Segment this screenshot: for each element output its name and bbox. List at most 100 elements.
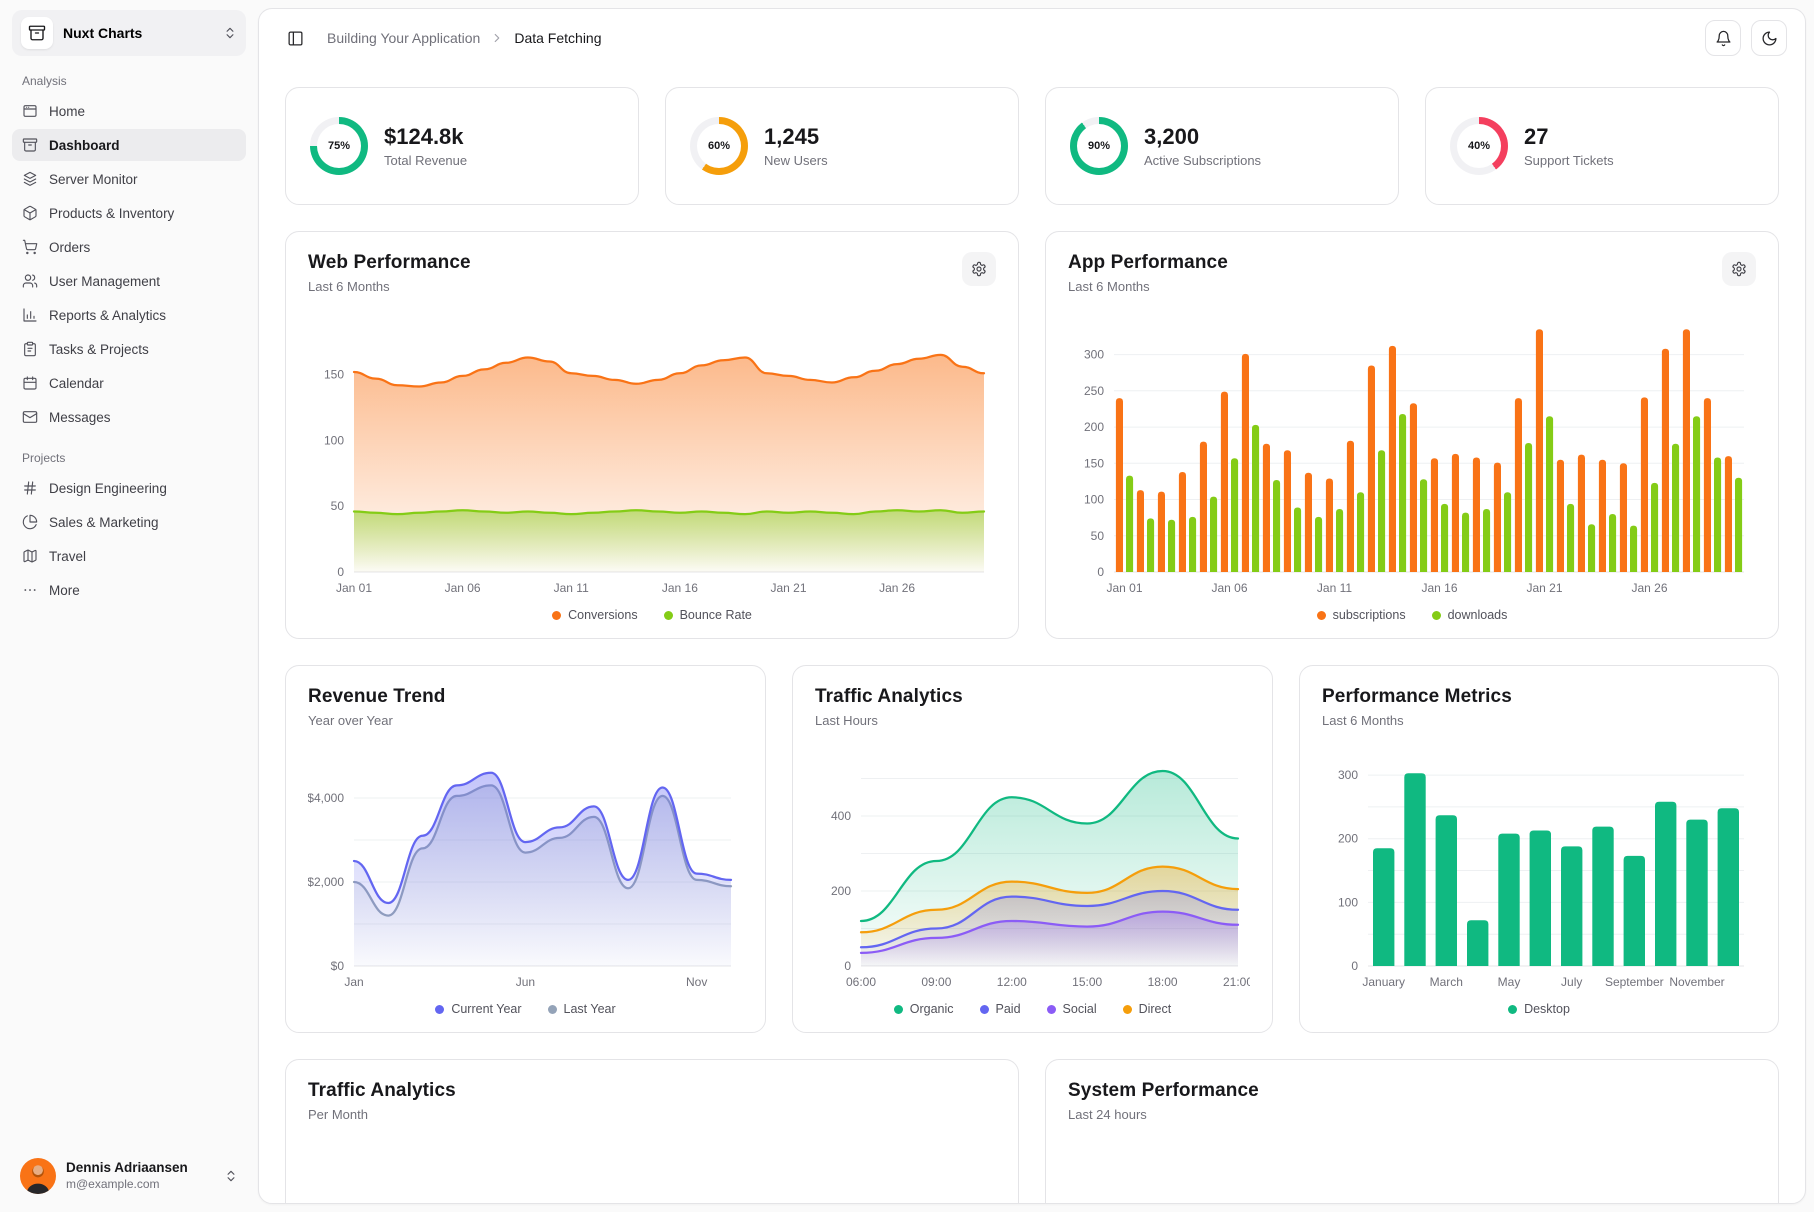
stat-label: New Users [764, 153, 828, 168]
legend-item: Conversions [552, 608, 637, 622]
svg-text:0: 0 [337, 565, 344, 579]
content-panel: Building Your Application Data Fetching [258, 8, 1806, 1204]
svg-text:0: 0 [844, 959, 851, 973]
traffic-analytics-chart: 020040006:0009:0012:0015:0018:0021:00 [815, 742, 1250, 992]
sidebar-item-home[interactable]: Home [12, 95, 246, 127]
svg-text:July: July [1561, 975, 1582, 989]
sidebar-item-user-management[interactable]: User Management [12, 265, 246, 297]
legend-item: Social [1047, 1002, 1097, 1016]
user-name: Dennis Adriaansen [66, 1160, 214, 1177]
card-subtitle: Last 6 Months [1322, 713, 1512, 728]
traffic-analytics-card: Traffic Analytics Last Hours 020040006:0… [792, 665, 1273, 1033]
revenue-trend-card: Revenue Trend Year over Year $0$2,000$4,… [285, 665, 766, 1033]
users-icon [22, 273, 38, 289]
svg-text:300: 300 [1084, 348, 1104, 362]
card-subtitle: Last 6 Months [308, 279, 471, 294]
progress-donut: 60% [690, 117, 748, 175]
app-performance-chart: 050100150200250300Jan 01Jan 06Jan 11Jan … [1068, 308, 1756, 598]
legend-item: Bounce Rate [664, 608, 752, 622]
svg-text:March: March [1430, 975, 1463, 989]
web-performance-chart: 050100150Jan 01Jan 06Jan 11Jan 16Jan 21J… [308, 308, 996, 598]
gear-icon [971, 261, 987, 277]
sidebar-item-travel[interactable]: Travel [12, 540, 246, 572]
user-menu[interactable]: Dennis Adriaansen m@example.com [12, 1152, 246, 1200]
svg-text:12:00: 12:00 [997, 975, 1027, 989]
sidebar-item-reports-analytics[interactable]: Reports & Analytics [12, 299, 246, 331]
svg-text:Jan 01: Jan 01 [336, 581, 372, 595]
chart-settings-button[interactable] [1722, 252, 1756, 286]
ellipsis-icon [22, 582, 38, 598]
progress-donut: 75% [310, 117, 368, 175]
chart-legend: Desktop [1322, 1002, 1756, 1016]
moon-icon [1761, 30, 1778, 47]
stat-card-total-revenue: 75% $124.8k Total Revenue [285, 87, 639, 205]
svg-text:09:00: 09:00 [921, 975, 951, 989]
sidebar-item-label: Dashboard [49, 138, 120, 153]
sidebar-item-messages[interactable]: Messages [12, 401, 246, 433]
legend-item: Desktop [1508, 1002, 1570, 1016]
svg-text:Jan 06: Jan 06 [445, 581, 481, 595]
svg-text:200: 200 [1338, 832, 1358, 846]
svg-text:Jan: Jan [344, 975, 363, 989]
avatar [20, 1158, 56, 1194]
card-title: Web Performance [308, 252, 471, 274]
sidebar-item-more[interactable]: More [12, 574, 246, 606]
stat-card-support-tickets: 40% 27 Support Tickets [1425, 87, 1779, 205]
sidebar-item-label: Products & Inventory [49, 206, 174, 221]
stats-row: 75% $124.8k Total Revenue 60% 1,245 New … [285, 87, 1779, 205]
breadcrumb-current: Data Fetching [514, 30, 601, 46]
sidebar-item-products-inventory[interactable]: Products & Inventory [12, 197, 246, 229]
sidebar-toggle-button[interactable] [277, 20, 313, 56]
legend-dot-icon [1047, 1005, 1056, 1014]
map-icon [22, 548, 38, 564]
sidebar-item-calendar[interactable]: Calendar [12, 367, 246, 399]
sidebar-item-orders[interactable]: Orders [12, 231, 246, 263]
legend-dot-icon [552, 611, 561, 620]
sidebar-item-tasks-projects[interactable]: Tasks & Projects [12, 333, 246, 365]
card-title: Traffic Analytics [308, 1080, 456, 1102]
svg-text:$2,000: $2,000 [308, 875, 344, 889]
notifications-button[interactable] [1705, 20, 1741, 56]
chart-legend: Current YearLast Year [308, 1002, 743, 1016]
stat-value: 3,200 [1144, 124, 1261, 150]
svg-text:100: 100 [1338, 895, 1358, 909]
svg-text:May: May [1498, 975, 1521, 989]
legend-item: subscriptions [1317, 608, 1406, 622]
svg-text:50: 50 [1091, 529, 1105, 543]
svg-text:Jan 26: Jan 26 [879, 581, 915, 595]
sidebar-item-sales-marketing[interactable]: Sales & Marketing [12, 506, 246, 538]
svg-text:18:00: 18:00 [1148, 975, 1178, 989]
dark-mode-button[interactable] [1751, 20, 1787, 56]
card-subtitle: Last 24 hours [1068, 1107, 1259, 1122]
chart-settings-button[interactable] [962, 252, 996, 286]
app-switcher[interactable]: Nuxt Charts [12, 10, 246, 56]
svg-text:January: January [1362, 975, 1405, 989]
sidebar-item-design-engineering[interactable]: Design Engineering [12, 472, 246, 504]
legend-dot-icon [548, 1005, 557, 1014]
stat-label: Total Revenue [384, 153, 467, 168]
svg-text:Jan 01: Jan 01 [1106, 581, 1142, 595]
svg-text:$4,000: $4,000 [308, 791, 344, 805]
legend-item: Direct [1123, 1002, 1172, 1016]
cart-icon [22, 239, 38, 255]
calendar-icon [22, 375, 38, 391]
svg-text:Nov: Nov [686, 975, 707, 989]
sidebar-item-dashboard[interactable]: Dashboard [12, 129, 246, 161]
breadcrumb-parent[interactable]: Building Your Application [327, 30, 480, 46]
chart-legend: OrganicPaidSocialDirect [815, 1002, 1250, 1016]
legend-dot-icon [1123, 1005, 1132, 1014]
card-subtitle: Year over Year [308, 713, 446, 728]
package-icon [22, 205, 38, 221]
sidebar-item-label: More [49, 583, 80, 598]
card-title: Revenue Trend [308, 686, 446, 708]
legend-item: Last Year [548, 1002, 616, 1016]
nav-section-label: Projects [22, 451, 236, 465]
home-icon [22, 103, 38, 119]
gear-icon [1731, 261, 1747, 277]
system-performance-card: System Performance Last 24 hours [1045, 1059, 1779, 1204]
svg-text:400: 400 [831, 809, 851, 823]
sidebar-item-label: Server Monitor [49, 172, 138, 187]
sidebar-item-label: Design Engineering [49, 481, 167, 496]
bar-chart-icon [22, 307, 38, 323]
sidebar-item-server-monitor[interactable]: Server Monitor [12, 163, 246, 195]
